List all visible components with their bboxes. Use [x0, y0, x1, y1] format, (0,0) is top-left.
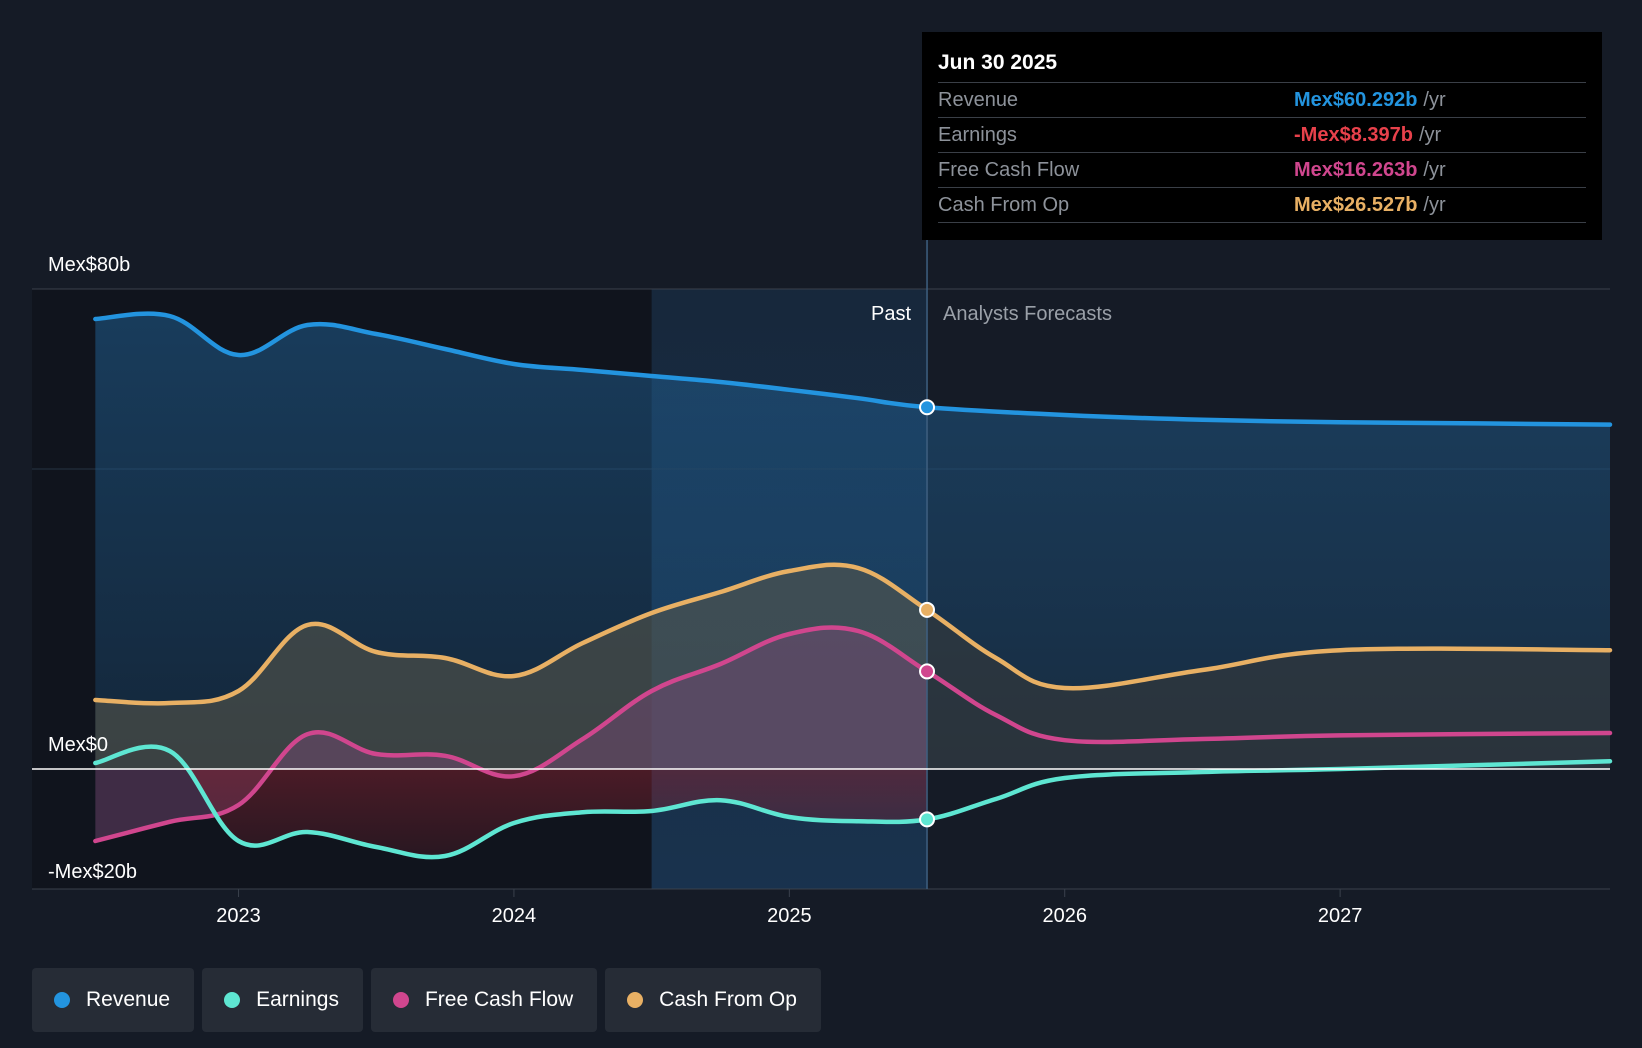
revenue-marker: [919, 399, 936, 416]
tooltip-row-value: -Mex$8.397b/yr: [1294, 124, 1442, 146]
past-label: Past: [871, 303, 911, 325]
cash-from-op-area: [95, 564, 928, 769]
legend-item-cash-from-op[interactable]: Cash From Op: [605, 968, 821, 1032]
x-tick-label: 2024: [492, 905, 537, 927]
series-areas: [95, 313, 1610, 858]
free-cash-flow-area: [95, 627, 928, 841]
tooltip-row-value: Mex$60.292b/yr: [1294, 89, 1446, 111]
tooltip-row-label: Free Cash Flow: [938, 159, 1080, 181]
legend: Revenue Earnings Free Cash Flow Cash From O…: [32, 968, 821, 1032]
legend-item-free-cash-flow[interactable]: Free Cash Flow: [370, 968, 598, 1032]
earnings-line: [93, 744, 1613, 860]
legend-dot-icon: [392, 992, 409, 1008]
x-tick-label: 2025: [767, 905, 812, 927]
x-tick-label: 2026: [1042, 905, 1087, 927]
tooltip-row-label: Revenue: [938, 89, 1019, 111]
cfo-marker: [919, 601, 936, 618]
legend-dot-icon: [54, 992, 70, 1008]
tooltip-date: Jun 30 2025: [938, 51, 1058, 74]
legend-label: Cash From Op: [659, 988, 797, 1011]
legend-label: Earnings: [256, 988, 339, 1011]
cfo-line: [93, 562, 1613, 706]
tooltip-row-label: Earnings: [938, 124, 1017, 146]
tooltip-row-unit: /yr: [1418, 124, 1442, 146]
hover-tooltip: Jun 30 2025 Revenue Mex$60.292b/yr Earning…: [922, 32, 1602, 240]
earnings-marker: [919, 811, 936, 828]
legend-label: Free Cash Flow: [424, 988, 574, 1011]
legend-dot-icon: [224, 992, 241, 1008]
fcf-marker: [919, 663, 936, 680]
tooltip-row: Free Cash Flow Mex$16.263b/yr: [938, 152, 1586, 187]
fcf-line: [93, 625, 1613, 844]
y-tick-label: Mex$80b: [48, 254, 130, 276]
x-tick-label: 2023: [216, 905, 261, 927]
tooltip-row: Earnings -Mex$8.397b/yr: [938, 117, 1586, 152]
tooltip-row-unit: /yr: [1423, 194, 1446, 216]
series-lines: [93, 311, 1613, 860]
tooltip-row-unit: /yr: [1423, 89, 1446, 111]
axis-labels: Mex$80b Mex$0 -Mex$20b 2023 2024 2025 2026 2027…: [48, 254, 1362, 927]
revenue-line: [93, 311, 1613, 427]
x-tick-label: 2027: [1318, 905, 1363, 927]
revenue-area: [95, 313, 1610, 769]
tooltip-row-value: Mex$26.527b/yr: [1294, 194, 1446, 216]
tooltip-rows: Revenue Mex$60.292b/yr Earnings -Mex$8.397b…: [938, 82, 1586, 223]
tooltip-markers: [919, 399, 936, 828]
tooltip-row-label: Cash From Op: [938, 194, 1070, 216]
legend-item-earnings[interactable]: Earnings: [202, 968, 363, 1032]
y-tick-label: Mex$0: [48, 734, 108, 756]
tooltip-row: Revenue Mex$60.292b/yr: [938, 82, 1586, 117]
tooltip-row: Cash From Op Mex$26.527b/yr: [938, 187, 1586, 223]
forecast-label: Analysts Forecasts: [943, 303, 1112, 325]
legend-item-revenue[interactable]: Revenue: [32, 968, 195, 1032]
tooltip-row-value: Mex$16.263b/yr: [1294, 159, 1446, 181]
tooltip-row-unit: /yr: [1423, 159, 1446, 181]
legend-dot-icon: [627, 992, 644, 1008]
negative-earnings-area: [95, 769, 928, 858]
y-tick-label: -Mex$20b: [48, 861, 137, 883]
legend-label: Revenue: [86, 988, 171, 1011]
